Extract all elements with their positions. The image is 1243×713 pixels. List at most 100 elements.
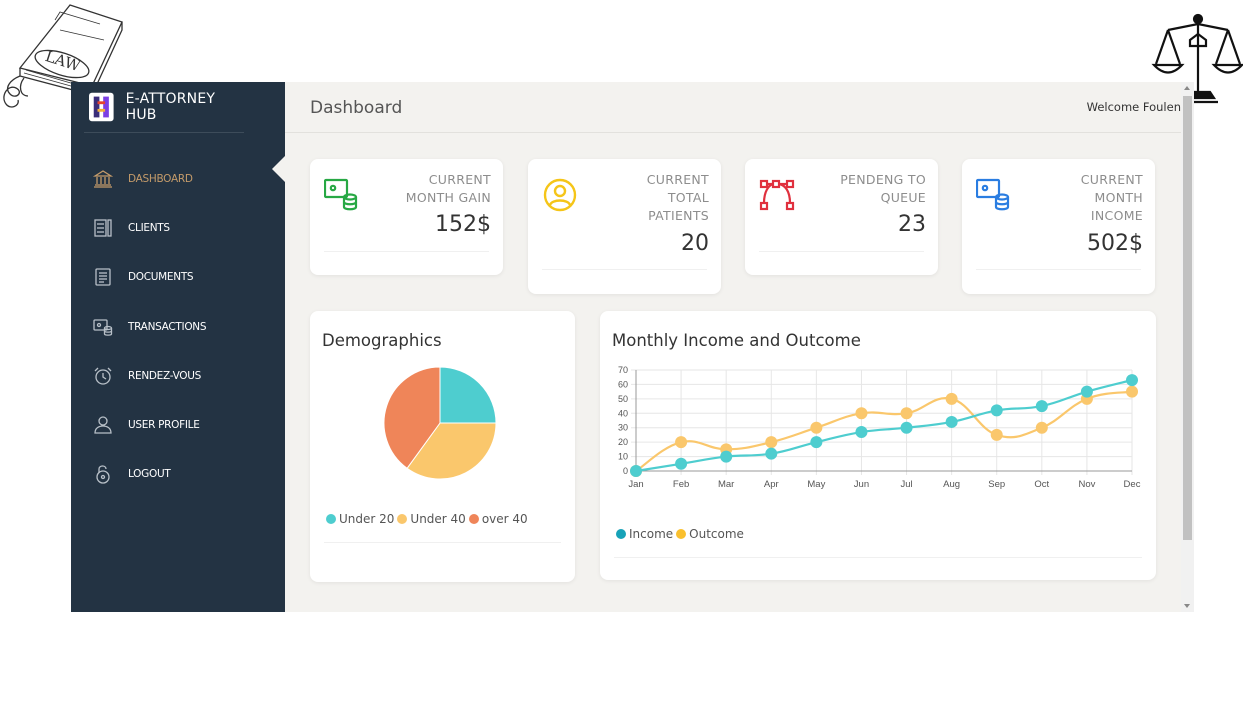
pie-slice-under-40: [406, 422, 497, 480]
sidebar-item-label: DOCUMENTS: [128, 271, 194, 284]
stat-label: CURRENT MONTH GAIN: [405, 172, 491, 205]
sidebar-item-documents[interactable]: DOCUMENTS: [71, 253, 285, 302]
y-tick-label: 60: [618, 379, 628, 389]
stat-label: CURRENT TOTAL PATIENTS: [646, 172, 709, 223]
stat-card-month-gain: CURRENT MONTH GAIN 152$: [310, 159, 503, 275]
x-tick-label: Nov: [1078, 479, 1095, 490]
legend-swatch: [616, 529, 626, 539]
unlock-icon: [93, 464, 113, 485]
outcome-data-point: [1126, 385, 1138, 398]
x-tick-label: Aug: [943, 479, 960, 490]
sidebar-item-label: USER PROFILE: [128, 419, 200, 432]
scales-of-justice-icon: [1151, 13, 1243, 104]
stat-label: CURRENT MONTH INCOME: [1080, 172, 1143, 223]
card-divider: [976, 269, 1141, 270]
income-data-point: [945, 415, 958, 428]
income-data-point: [990, 404, 1003, 417]
income-outcome-line-chart: 0 10 20 30 40 50 60 70 Jan Feb Mar Apr May Jun Jul Aug S…: [618, 365, 1141, 490]
alarm-clock-icon: [93, 366, 113, 386]
legend-item-under-40[interactable]: Under 40: [397, 512, 466, 526]
y-tick-label: 40: [618, 408, 628, 418]
income-data-point: [1080, 385, 1093, 398]
outcome-data-point: [900, 407, 913, 420]
money-stack-icon: [976, 178, 1010, 211]
sidebar-item-label: TRANSACTIONS: [128, 320, 207, 333]
demographics-panel: Demographics Under 20 Under 40 over 40: [310, 311, 575, 582]
income-data-point: [630, 465, 642, 477]
x-tick-label: Mar: [718, 479, 734, 490]
legend-swatch: [326, 514, 336, 524]
sidebar: E-ATTORNEY HUB DASHBOARD CLIENTS D: [71, 82, 285, 612]
legend-item-income[interactable]: Income: [616, 527, 673, 541]
bank-icon: [93, 169, 113, 189]
demographics-pie-chart: [383, 366, 497, 480]
x-tick-label: Jan: [628, 479, 643, 490]
legend-item-over-40[interactable]: over 40: [468, 512, 528, 526]
outcome-data-point: [1035, 421, 1048, 434]
brand[interactable]: E-ATTORNEY HUB: [84, 82, 244, 133]
outcome-data-point: [945, 392, 958, 405]
y-tick-label: 30: [618, 423, 628, 433]
brand-name: E-ATTORNEY HUB: [125, 91, 216, 123]
sidebar-item-label: DASHBOARD: [128, 172, 193, 185]
bezier-icon: [759, 179, 795, 211]
legend-item-under-20[interactable]: Under 20: [326, 512, 394, 526]
stat-card-pending-queue: PENDENG TO QUEUE 23: [745, 159, 938, 275]
sidebar-item-logout[interactable]: LOGOUT: [71, 450, 285, 499]
sidebar-item-dashboard[interactable]: DASHBOARD: [71, 154, 285, 203]
header-bar: Dashboard Welcome Foulen: [285, 82, 1181, 133]
x-tick-label: May: [807, 479, 825, 490]
stat-card-total-patients: CURRENT TOTAL PATIENTS 20: [528, 159, 721, 294]
legend-swatch: [397, 514, 408, 524]
card-divider: [759, 251, 924, 252]
sidebar-item-label: CLIENTS: [128, 221, 170, 234]
sidebar-item-rendez-vous[interactable]: RENDEZ-VOUS: [71, 351, 285, 400]
scroll-down-arrow-icon[interactable]: [1184, 604, 1190, 608]
sidebar-item-label: LOGOUT: [128, 468, 171, 481]
stat-value: 23: [898, 212, 926, 237]
scroll-up-arrow-icon[interactable]: [1184, 86, 1190, 90]
user-circle-icon: [543, 178, 577, 212]
y-tick-label: 0: [623, 466, 628, 476]
outcome-data-point: [675, 436, 688, 449]
sidebar-item-transactions[interactable]: TRANSACTIONS: [71, 302, 285, 351]
y-tick-label: 70: [618, 365, 628, 375]
income-series-line: [635, 379, 1133, 473]
welcome-message: Welcome Foulen: [1086, 100, 1181, 114]
legend-item-outcome[interactable]: Outcome: [676, 527, 744, 541]
active-indicator: [272, 156, 285, 182]
list-icon: [93, 218, 113, 238]
sidebar-item-clients[interactable]: CLIENTS: [71, 203, 285, 252]
outcome-data-point: [765, 436, 778, 449]
income-data-point: [675, 457, 688, 470]
income-data-point: [1126, 374, 1138, 387]
x-tick-label: Oct: [1034, 479, 1049, 490]
page-title: Dashboard: [310, 98, 403, 118]
stat-label: PENDENG TO QUEUE: [840, 172, 926, 205]
x-tick-label: Feb: [673, 479, 689, 490]
x-tick-label: Sep: [988, 479, 1005, 490]
income-outcome-panel: Monthly Income and Outcome 0 10 20 30 40 50 60…: [600, 311, 1156, 580]
sidebar-item-user-profile[interactable]: USER PROFILE: [71, 400, 285, 449]
demographics-legend: Under 20 Under 40 over 40: [326, 512, 531, 526]
page-scrollbar[interactable]: [1181, 82, 1194, 612]
app-window: E-ATTORNEY HUB DASHBOARD CLIENTS D: [71, 82, 1194, 612]
demographics-title: Demographics: [322, 331, 442, 350]
document-icon: [93, 267, 113, 287]
income-data-point: [900, 421, 913, 434]
income-data-point: [810, 436, 823, 449]
stat-card-month-income: CURRENT MONTH INCOME 502$: [962, 159, 1155, 294]
legend-swatch: [676, 529, 687, 539]
income-data-point: [1035, 400, 1048, 413]
income-data-point: [720, 450, 733, 463]
sidebar-item-label: RENDEZ-VOUS: [128, 369, 201, 382]
money-stack-icon: [324, 178, 358, 211]
outcome-data-point: [855, 407, 868, 420]
scrollbar-thumb[interactable]: [1183, 96, 1192, 540]
sidebar-nav: DASHBOARD CLIENTS DOCUMENTS TRANSACTIO: [71, 154, 285, 499]
card-divider: [542, 269, 707, 270]
income-outcome-legend: Income Outcome: [616, 527, 747, 541]
stat-value: 152$: [435, 212, 491, 237]
pie-slice-under-20: [439, 366, 497, 424]
x-tick-label: Apr: [764, 479, 779, 490]
